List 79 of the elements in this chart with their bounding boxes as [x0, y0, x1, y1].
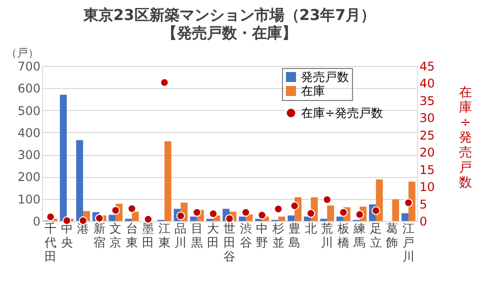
- point: [111, 206, 120, 215]
- bar: [402, 213, 408, 221]
- bar: [278, 216, 286, 221]
- point: [339, 208, 348, 217]
- point: [128, 204, 136, 213]
- legend-label: 発売戸数: [301, 70, 349, 84]
- bar: [376, 179, 383, 221]
- legend-label: 在庫÷発売戸数: [301, 106, 384, 120]
- y-tick-label: 0: [32, 214, 40, 228]
- y-tick-label: 300: [18, 148, 40, 162]
- x-tick-label: 目黒: [190, 222, 203, 250]
- x-tick-label: 板橋: [336, 222, 350, 250]
- y-tick-label: 500: [18, 104, 40, 118]
- y2-tick-label: 40: [420, 76, 435, 91]
- x-tick-label: 台東: [126, 222, 138, 250]
- y2-tick-label: 35: [420, 94, 435, 108]
- point: [290, 201, 299, 210]
- point: [94, 214, 104, 223]
- point: [192, 208, 202, 217]
- y2-tick-label: 15: [420, 162, 435, 177]
- y2-axis-title: 在庫÷発売戸数: [459, 86, 472, 190]
- x-tick-label: 中野: [256, 222, 268, 250]
- bar: [392, 199, 400, 221]
- point: [274, 204, 283, 214]
- bar: [238, 216, 246, 221]
- x-tick-label: 大田: [207, 222, 220, 250]
- y-tick-label: 700: [18, 60, 40, 74]
- x-tick-label: 世田谷: [224, 222, 236, 264]
- y2-tick-label: 30: [420, 111, 435, 126]
- x-tick-label: 足立: [370, 222, 382, 250]
- legend-label: 在庫: [301, 84, 325, 98]
- bar: [76, 140, 84, 221]
- point: [404, 198, 413, 208]
- bar: [164, 141, 172, 221]
- point: [355, 210, 364, 219]
- y2-tick-label: 45: [420, 60, 435, 74]
- x-tick-label: 新宿: [93, 222, 106, 250]
- point: [176, 211, 186, 220]
- bar: [336, 216, 344, 221]
- y2-tick-label: 5: [420, 197, 428, 212]
- point: [160, 78, 169, 87]
- x-tick-label: 練馬: [352, 222, 366, 250]
- chart-subtitle: 【発売戸数・在庫】: [162, 24, 297, 42]
- point: [46, 212, 55, 222]
- bar: [190, 216, 197, 221]
- point: [241, 208, 250, 217]
- y2-tick-label: 25: [420, 128, 435, 142]
- bar: [304, 216, 311, 221]
- point: [208, 209, 218, 218]
- bar: [60, 94, 67, 221]
- y-axis-title: （戸）: [6, 46, 39, 60]
- y-tick-label: 600: [18, 82, 40, 96]
- x-tick-label: 葛飾: [386, 222, 398, 250]
- bar: [132, 212, 139, 221]
- x-tick-label: 墨田: [142, 222, 154, 250]
- y2-tick-label: 20: [420, 146, 435, 160]
- x-tick-label: 江戸川: [402, 222, 414, 264]
- y-tick-label: 100: [18, 192, 40, 206]
- x-tick-label: 港: [77, 222, 90, 236]
- x-tick-label: 豊島: [288, 222, 301, 250]
- point: [258, 210, 266, 220]
- bar: [288, 215, 295, 221]
- point: [225, 214, 234, 223]
- y2-tick-label: 10: [420, 180, 435, 194]
- x-tick-label: 文京: [110, 222, 122, 250]
- x-tick-label: 荒川: [321, 222, 334, 250]
- x-tick-label: 千代田: [44, 222, 57, 264]
- x-tick-label: 渋谷: [240, 222, 252, 250]
- x-tick-label: 品川: [174, 222, 187, 250]
- bar: [327, 206, 334, 221]
- y-tick-label: 200: [18, 170, 40, 184]
- x-tick-label: 江東: [158, 222, 170, 250]
- y2-tick-label: 0: [420, 214, 428, 228]
- x-tick-label: 北: [304, 222, 317, 236]
- bar: [108, 214, 116, 221]
- x-tick-label: 杉並: [271, 222, 284, 250]
- point: [372, 206, 380, 216]
- chart-title: 東京23区新築マンション市場（23年7月）: [82, 6, 376, 24]
- y-tick-label: 400: [18, 126, 40, 140]
